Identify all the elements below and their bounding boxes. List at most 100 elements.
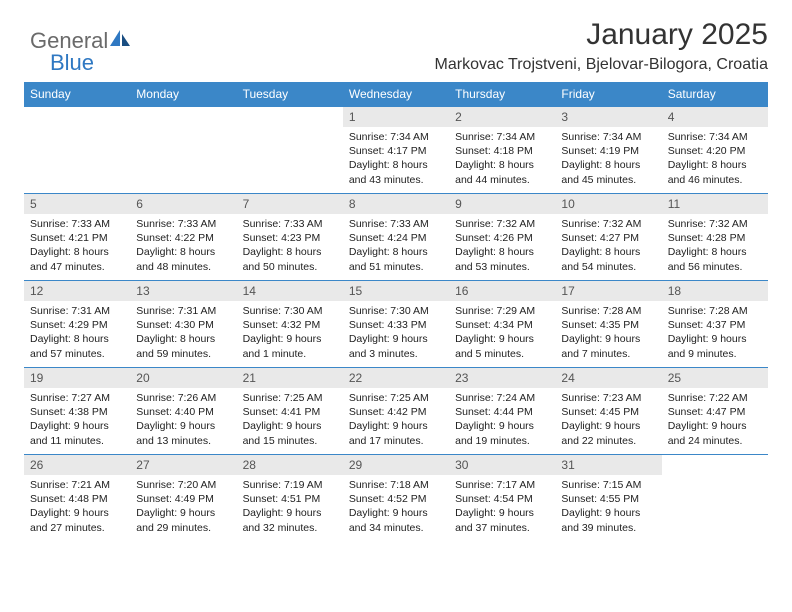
calendar-day-cell: 12Sunrise: 7:31 AMSunset: 4:29 PMDayligh… bbox=[24, 281, 130, 368]
calendar-week-row: 19Sunrise: 7:27 AMSunset: 4:38 PMDayligh… bbox=[24, 368, 768, 455]
day-details: Sunrise: 7:28 AMSunset: 4:37 PMDaylight:… bbox=[662, 301, 768, 365]
day-details: Sunrise: 7:31 AMSunset: 4:30 PMDaylight:… bbox=[130, 301, 236, 365]
day-number: 10 bbox=[555, 194, 661, 214]
calendar-day-cell: 29Sunrise: 7:18 AMSunset: 4:52 PMDayligh… bbox=[343, 455, 449, 542]
day-details: Sunrise: 7:34 AMSunset: 4:17 PMDaylight:… bbox=[343, 127, 449, 191]
calendar-day-cell: 9Sunrise: 7:32 AMSunset: 4:26 PMDaylight… bbox=[449, 194, 555, 281]
day-number: 20 bbox=[130, 368, 236, 388]
day-details: Sunrise: 7:21 AMSunset: 4:48 PMDaylight:… bbox=[24, 475, 130, 539]
day-number: 11 bbox=[662, 194, 768, 214]
day-number: 18 bbox=[662, 281, 768, 301]
day-number: 3 bbox=[555, 107, 661, 127]
logo-text-blue-wrap: Blue bbox=[50, 50, 94, 76]
weekday-header: Wednesday bbox=[343, 82, 449, 107]
day-number: 15 bbox=[343, 281, 449, 301]
day-number: 17 bbox=[555, 281, 661, 301]
calendar-day-cell: 19Sunrise: 7:27 AMSunset: 4:38 PMDayligh… bbox=[24, 368, 130, 455]
calendar-day-cell: 27Sunrise: 7:20 AMSunset: 4:49 PMDayligh… bbox=[130, 455, 236, 542]
day-details: Sunrise: 7:33 AMSunset: 4:24 PMDaylight:… bbox=[343, 214, 449, 278]
calendar-day-cell: 14Sunrise: 7:30 AMSunset: 4:32 PMDayligh… bbox=[237, 281, 343, 368]
day-details: Sunrise: 7:30 AMSunset: 4:33 PMDaylight:… bbox=[343, 301, 449, 365]
weekday-header-row: SundayMondayTuesdayWednesdayThursdayFrid… bbox=[24, 82, 768, 107]
calendar-day-cell: 25Sunrise: 7:22 AMSunset: 4:47 PMDayligh… bbox=[662, 368, 768, 455]
calendar-day-cell: 28Sunrise: 7:19 AMSunset: 4:51 PMDayligh… bbox=[237, 455, 343, 542]
day-number: 19 bbox=[24, 368, 130, 388]
day-number: 6 bbox=[130, 194, 236, 214]
day-details: Sunrise: 7:23 AMSunset: 4:45 PMDaylight:… bbox=[555, 388, 661, 452]
weekday-header: Saturday bbox=[662, 82, 768, 107]
calendar-day-cell: 2Sunrise: 7:34 AMSunset: 4:18 PMDaylight… bbox=[449, 107, 555, 194]
day-details: Sunrise: 7:28 AMSunset: 4:35 PMDaylight:… bbox=[555, 301, 661, 365]
day-details: Sunrise: 7:31 AMSunset: 4:29 PMDaylight:… bbox=[24, 301, 130, 365]
day-details: Sunrise: 7:30 AMSunset: 4:32 PMDaylight:… bbox=[237, 301, 343, 365]
day-details: Sunrise: 7:26 AMSunset: 4:40 PMDaylight:… bbox=[130, 388, 236, 452]
day-number: 27 bbox=[130, 455, 236, 475]
day-number: 22 bbox=[343, 368, 449, 388]
calendar-week-row: 26Sunrise: 7:21 AMSunset: 4:48 PMDayligh… bbox=[24, 455, 768, 542]
header: January 2025 Markovac Trojstveni, Bjelov… bbox=[24, 18, 768, 74]
day-details: Sunrise: 7:22 AMSunset: 4:47 PMDaylight:… bbox=[662, 388, 768, 452]
calendar-week-row: 12Sunrise: 7:31 AMSunset: 4:29 PMDayligh… bbox=[24, 281, 768, 368]
day-details: Sunrise: 7:24 AMSunset: 4:44 PMDaylight:… bbox=[449, 388, 555, 452]
day-details: Sunrise: 7:19 AMSunset: 4:51 PMDaylight:… bbox=[237, 475, 343, 539]
calendar-day-cell: 6Sunrise: 7:33 AMSunset: 4:22 PMDaylight… bbox=[130, 194, 236, 281]
calendar-day-cell: 21Sunrise: 7:25 AMSunset: 4:41 PMDayligh… bbox=[237, 368, 343, 455]
day-details: Sunrise: 7:32 AMSunset: 4:26 PMDaylight:… bbox=[449, 214, 555, 278]
calendar-day-cell: 11Sunrise: 7:32 AMSunset: 4:28 PMDayligh… bbox=[662, 194, 768, 281]
logo-text-blue: Blue bbox=[50, 50, 94, 75]
calendar-day-cell: 31Sunrise: 7:15 AMSunset: 4:55 PMDayligh… bbox=[555, 455, 661, 542]
calendar-day-cell: 13Sunrise: 7:31 AMSunset: 4:30 PMDayligh… bbox=[130, 281, 236, 368]
day-number: 24 bbox=[555, 368, 661, 388]
weekday-header: Tuesday bbox=[237, 82, 343, 107]
calendar-day-cell: 4Sunrise: 7:34 AMSunset: 4:20 PMDaylight… bbox=[662, 107, 768, 194]
calendar-day-cell: 23Sunrise: 7:24 AMSunset: 4:44 PMDayligh… bbox=[449, 368, 555, 455]
day-number: 12 bbox=[24, 281, 130, 301]
calendar-day-cell bbox=[130, 107, 236, 194]
weekday-header: Monday bbox=[130, 82, 236, 107]
day-details: Sunrise: 7:15 AMSunset: 4:55 PMDaylight:… bbox=[555, 475, 661, 539]
weekday-header: Sunday bbox=[24, 82, 130, 107]
calendar-day-cell: 5Sunrise: 7:33 AMSunset: 4:21 PMDaylight… bbox=[24, 194, 130, 281]
day-number: 7 bbox=[237, 194, 343, 214]
page-title: January 2025 bbox=[24, 18, 768, 52]
calendar-day-cell: 15Sunrise: 7:30 AMSunset: 4:33 PMDayligh… bbox=[343, 281, 449, 368]
calendar-table: SundayMondayTuesdayWednesdayThursdayFrid… bbox=[24, 82, 768, 542]
calendar-day-cell bbox=[662, 455, 768, 542]
calendar-day-cell bbox=[24, 107, 130, 194]
calendar-day-cell: 30Sunrise: 7:17 AMSunset: 4:54 PMDayligh… bbox=[449, 455, 555, 542]
calendar-day-cell: 10Sunrise: 7:32 AMSunset: 4:27 PMDayligh… bbox=[555, 194, 661, 281]
day-details: Sunrise: 7:32 AMSunset: 4:27 PMDaylight:… bbox=[555, 214, 661, 278]
day-number: 13 bbox=[130, 281, 236, 301]
day-details: Sunrise: 7:27 AMSunset: 4:38 PMDaylight:… bbox=[24, 388, 130, 452]
day-number: 29 bbox=[343, 455, 449, 475]
day-number: 14 bbox=[237, 281, 343, 301]
day-details: Sunrise: 7:33 AMSunset: 4:21 PMDaylight:… bbox=[24, 214, 130, 278]
calendar-week-row: 1Sunrise: 7:34 AMSunset: 4:17 PMDaylight… bbox=[24, 107, 768, 194]
day-number: 31 bbox=[555, 455, 661, 475]
day-details: Sunrise: 7:32 AMSunset: 4:28 PMDaylight:… bbox=[662, 214, 768, 278]
day-details: Sunrise: 7:33 AMSunset: 4:23 PMDaylight:… bbox=[237, 214, 343, 278]
calendar-day-cell: 24Sunrise: 7:23 AMSunset: 4:45 PMDayligh… bbox=[555, 368, 661, 455]
logo-sail-icon bbox=[110, 28, 132, 54]
day-number: 25 bbox=[662, 368, 768, 388]
day-number: 16 bbox=[449, 281, 555, 301]
calendar-day-cell: 3Sunrise: 7:34 AMSunset: 4:19 PMDaylight… bbox=[555, 107, 661, 194]
calendar-day-cell: 16Sunrise: 7:29 AMSunset: 4:34 PMDayligh… bbox=[449, 281, 555, 368]
day-number: 5 bbox=[24, 194, 130, 214]
day-details: Sunrise: 7:34 AMSunset: 4:19 PMDaylight:… bbox=[555, 127, 661, 191]
calendar-day-cell: 18Sunrise: 7:28 AMSunset: 4:37 PMDayligh… bbox=[662, 281, 768, 368]
day-details: Sunrise: 7:17 AMSunset: 4:54 PMDaylight:… bbox=[449, 475, 555, 539]
weekday-header: Thursday bbox=[449, 82, 555, 107]
day-details: Sunrise: 7:34 AMSunset: 4:18 PMDaylight:… bbox=[449, 127, 555, 191]
calendar-day-cell: 7Sunrise: 7:33 AMSunset: 4:23 PMDaylight… bbox=[237, 194, 343, 281]
day-number: 21 bbox=[237, 368, 343, 388]
calendar-day-cell: 22Sunrise: 7:25 AMSunset: 4:42 PMDayligh… bbox=[343, 368, 449, 455]
day-details: Sunrise: 7:25 AMSunset: 4:42 PMDaylight:… bbox=[343, 388, 449, 452]
day-details: Sunrise: 7:25 AMSunset: 4:41 PMDaylight:… bbox=[237, 388, 343, 452]
calendar-week-row: 5Sunrise: 7:33 AMSunset: 4:21 PMDaylight… bbox=[24, 194, 768, 281]
day-number: 8 bbox=[343, 194, 449, 214]
day-number: 1 bbox=[343, 107, 449, 127]
day-details: Sunrise: 7:20 AMSunset: 4:49 PMDaylight:… bbox=[130, 475, 236, 539]
calendar-day-cell: 8Sunrise: 7:33 AMSunset: 4:24 PMDaylight… bbox=[343, 194, 449, 281]
day-number: 30 bbox=[449, 455, 555, 475]
